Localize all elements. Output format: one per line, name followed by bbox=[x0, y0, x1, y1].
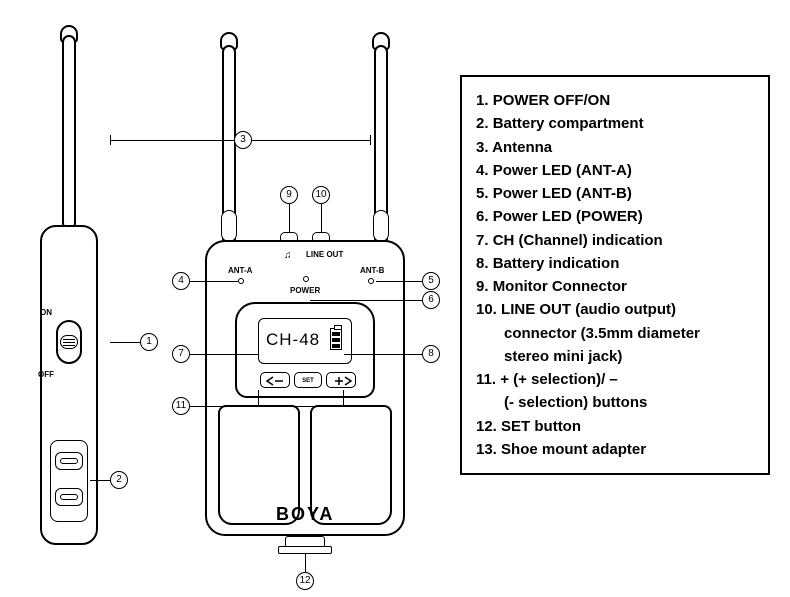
ant-a-label: ANT-A bbox=[228, 266, 252, 275]
lead-11d bbox=[343, 390, 344, 406]
callout-3: 3 bbox=[234, 131, 252, 149]
lead-7 bbox=[188, 354, 258, 355]
legend-item-10-sub1: connector (3.5mm diameter bbox=[476, 322, 754, 345]
legend-item-11: 11. + (+ selection)/ – bbox=[476, 368, 754, 391]
legend-item-3: 3. Antenna bbox=[476, 136, 754, 159]
channel-text: CH-48 bbox=[266, 330, 320, 350]
callout-11: 11 bbox=[172, 397, 190, 415]
line-out-label: LINE OUT bbox=[306, 250, 343, 259]
ant-a-led bbox=[238, 278, 244, 284]
lead-10 bbox=[321, 202, 322, 232]
boya-logo: BOYA bbox=[276, 504, 334, 525]
power-led bbox=[303, 276, 309, 282]
callout-7: 7 bbox=[172, 345, 190, 363]
callout-4: 4 bbox=[172, 272, 190, 290]
callout-12: 12 bbox=[296, 572, 314, 590]
lead-11b bbox=[258, 390, 259, 406]
lead-5 bbox=[376, 281, 424, 282]
battery-bar-1 bbox=[332, 344, 340, 348]
legend-item-11-sub1: (- selection) buttons bbox=[476, 391, 754, 414]
legend-item-10: 10. LINE OUT (audio output) bbox=[476, 298, 754, 321]
legend-box: 1. POWER OFF/ON 2. Battery compartment 3… bbox=[460, 75, 770, 475]
lead-6 bbox=[310, 300, 424, 301]
legend-item-13: 13. Shoe mount adapter bbox=[476, 438, 754, 461]
lead-4 bbox=[188, 281, 238, 282]
lead-11a bbox=[188, 406, 258, 407]
side-antenna bbox=[62, 35, 76, 230]
battery-bar-2 bbox=[332, 338, 340, 342]
legend-item-9: 9. Monitor Connector bbox=[476, 275, 754, 298]
front-antenna-left-coil bbox=[221, 210, 237, 242]
shoe-mount-plate bbox=[278, 546, 332, 554]
diagram-area: ON OFF ANT-A ANT-B ♫ LINE OUT POWER CH-4… bbox=[10, 10, 450, 590]
lead-9 bbox=[289, 202, 290, 232]
legend-item-7: 7. CH (Channel) indication bbox=[476, 229, 754, 252]
legend-item-5: 5. Power LED (ANT-B) bbox=[476, 182, 754, 205]
callout-8: 8 bbox=[422, 345, 440, 363]
set-button: SET bbox=[294, 372, 322, 388]
legend-item-8: 8. Battery indication bbox=[476, 252, 754, 275]
callout-1: 1 bbox=[140, 333, 158, 351]
legend-item-12: 12. SET button bbox=[476, 415, 754, 438]
off-label: OFF bbox=[38, 370, 54, 379]
lead-3a bbox=[110, 135, 111, 145]
side-battery-slot-2 bbox=[60, 494, 78, 500]
headphone-icon: ♫ bbox=[284, 250, 292, 261]
legend-item-2: 2. Battery compartment bbox=[476, 112, 754, 135]
ant-b-led bbox=[368, 278, 374, 284]
plus-button bbox=[326, 372, 356, 388]
legend-item-6: 6. Power LED (POWER) bbox=[476, 205, 754, 228]
lead-8 bbox=[344, 354, 424, 355]
legend-item-10-sub2: stereo mini jack) bbox=[476, 345, 754, 368]
side-battery-slot-1 bbox=[60, 458, 78, 464]
callout-9: 9 bbox=[280, 186, 298, 204]
ant-b-label: ANT-B bbox=[360, 266, 384, 275]
callout-5: 5 bbox=[422, 272, 440, 290]
minus-button bbox=[260, 372, 290, 388]
legend-item-1: 1. POWER OFF/ON bbox=[476, 89, 754, 112]
lead-3b bbox=[370, 135, 371, 145]
power-switch-grip bbox=[63, 338, 75, 346]
legend-item-4: 4. Power LED (ANT-A) bbox=[476, 159, 754, 182]
lead-11c bbox=[258, 406, 343, 407]
callout-6: 6 bbox=[422, 291, 440, 309]
battery-bar-3 bbox=[332, 332, 340, 336]
front-antenna-right-coil bbox=[373, 210, 389, 242]
callout-10: 10 bbox=[312, 186, 330, 204]
on-label: ON bbox=[40, 308, 52, 317]
callout-2: 2 bbox=[110, 471, 128, 489]
power-label: POWER bbox=[290, 286, 320, 295]
